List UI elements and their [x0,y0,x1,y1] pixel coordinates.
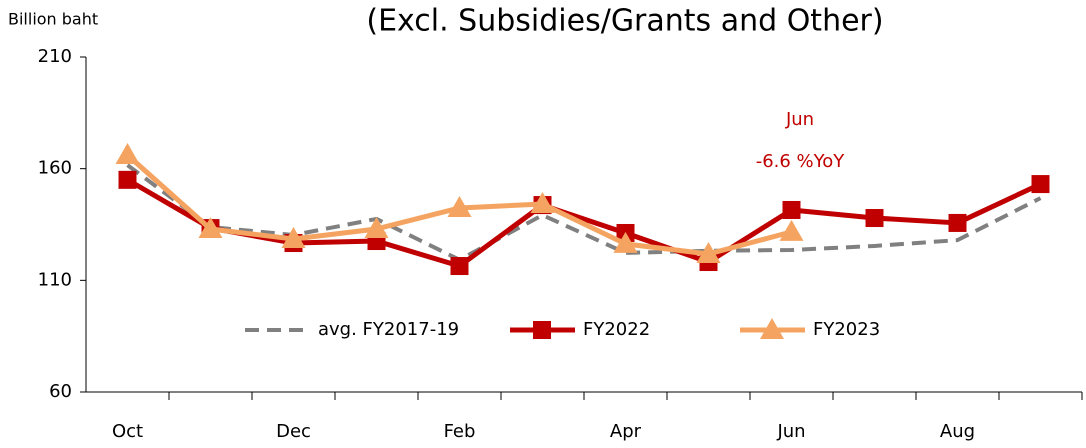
data-point [281,227,306,249]
data-point [782,200,801,219]
data-point [364,216,389,238]
legend-label: avg. FY2017-19 [318,319,459,340]
y-tick-label: 110 [38,269,72,290]
data-point [948,213,967,232]
data-point [198,216,223,238]
data-point [447,195,472,217]
y-axis-label: Billion baht [8,10,98,29]
data-point [865,209,884,228]
data-point [1031,175,1050,194]
annotation: Jun [785,109,814,130]
data-point [779,219,804,241]
data-point [530,191,555,213]
data-point [613,231,638,253]
y-tick-label: 160 [38,158,72,179]
x-tick-label: Aug [940,421,975,442]
legend-label: FY2022 [583,319,650,340]
legend-marker [533,321,551,339]
data-point [696,241,721,263]
annotation: -6.6 %YoY [756,151,846,172]
series-line [126,177,1042,269]
data-point [115,143,140,165]
x-tick-label: Oct [112,421,143,442]
chart-title: (Excl. Subsidies/Grants and Other) [366,4,883,39]
series-line [126,163,1042,262]
x-tick-label: Dec [276,421,311,442]
x-tick-label: Feb [444,421,476,442]
legend-marker [760,318,784,339]
x-tick-label: Apr [610,421,642,442]
data-point [118,170,137,189]
data-point [450,257,469,276]
y-tick-label: 60 [49,381,72,402]
y-tick-label: 210 [38,46,72,67]
legend-label: FY2023 [813,319,880,340]
x-tick-label: Jun [776,421,805,442]
